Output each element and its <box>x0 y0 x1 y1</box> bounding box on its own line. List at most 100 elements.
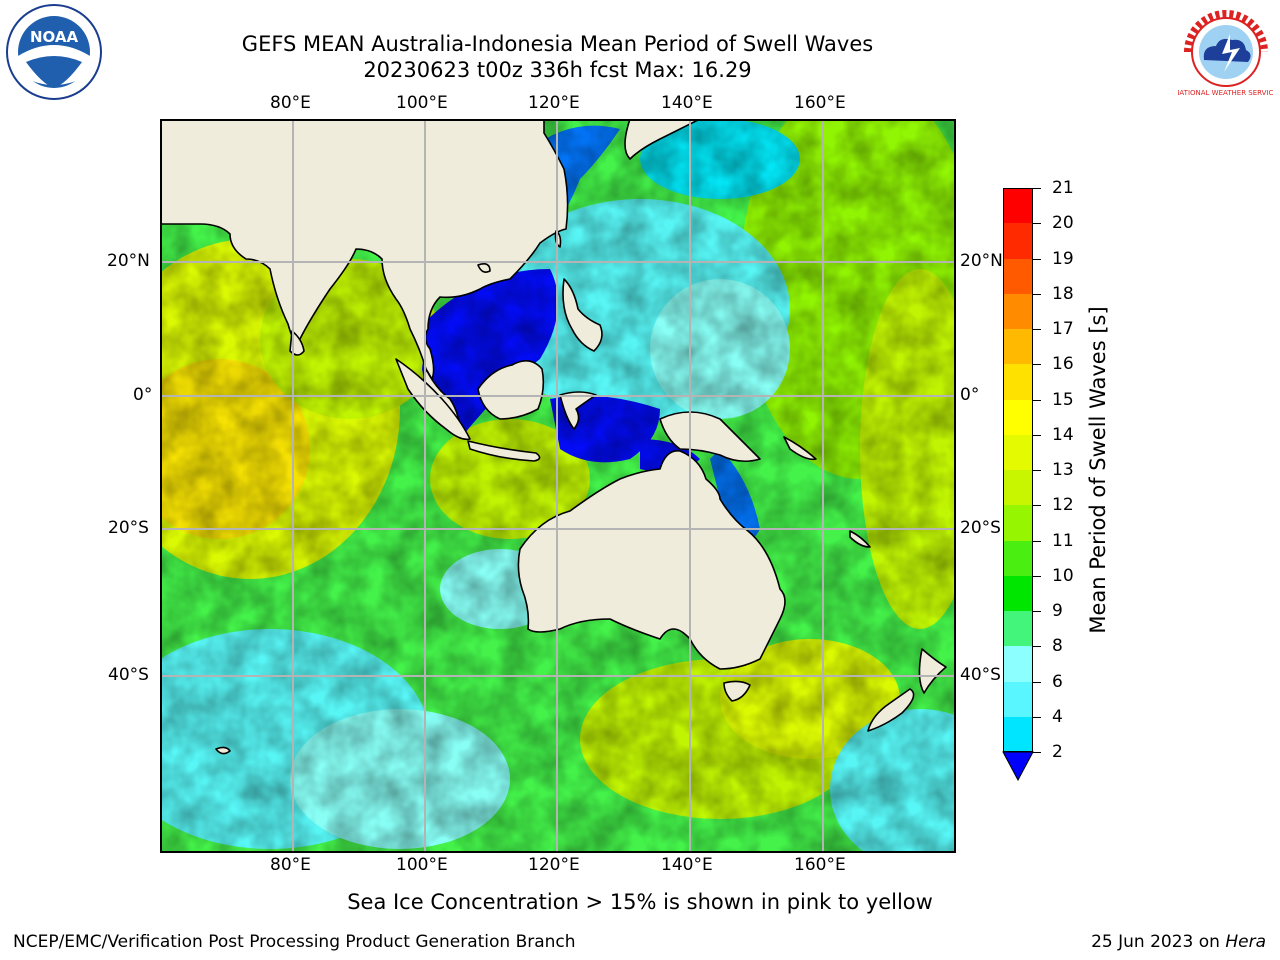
noaa-logo-text: NOAA <box>30 28 79 46</box>
footer-date-text: 25 Jun 2023 on <box>1091 932 1226 952</box>
colorbar-tick <box>1033 540 1041 542</box>
colorbar-segment <box>1003 505 1033 541</box>
land-philippines <box>562 278 603 352</box>
colorbar-tick <box>1033 646 1041 648</box>
land-hainan <box>477 263 491 273</box>
colorbar-tick-label: 2 <box>1052 742 1063 762</box>
lat-label-right-40s: 40°S <box>960 665 1001 685</box>
land-new-caledonia <box>849 530 871 548</box>
lat-label-left-20n: 20°N <box>107 251 150 271</box>
lon-label-top-140e: 140°E <box>661 93 713 113</box>
colorbar-segment <box>1003 188 1033 224</box>
colorbar-tick-label: 14 <box>1052 424 1074 445</box>
lon-label-bottom-120e: 120°E <box>528 855 580 875</box>
colorbar-tick <box>1033 752 1041 753</box>
colorbar-tick-label: 11 <box>1052 530 1074 551</box>
lon-label-top-80e: 80°E <box>270 93 311 113</box>
colorbar-segment <box>1003 646 1033 682</box>
colorbar-tick-label: 13 <box>1052 460 1074 480</box>
colorbar-segment <box>1003 434 1033 471</box>
lat-label-right-20s: 20°S <box>960 518 1001 538</box>
land-sulawesi <box>559 391 597 430</box>
colorbar <box>1003 188 1033 753</box>
colorbar-segment <box>1003 293 1033 330</box>
lon-label-bottom-160e: 160°E <box>794 855 846 875</box>
colorbar-tick-label: 15 <box>1052 389 1074 410</box>
noaa-logo: NOAA <box>6 4 102 100</box>
lat-label-left-20s: 20°S <box>108 518 149 538</box>
colorbar-tick-label: 19 <box>1052 248 1074 269</box>
colorbar-title: Mean Period of Swell Waves [s] <box>1086 306 1110 634</box>
colorbar-tick <box>1033 505 1041 507</box>
colorbar-tick-label: 6 <box>1052 671 1063 692</box>
colorbar-tick-label: 12 <box>1052 495 1074 516</box>
colorbar-tick-label: 9 <box>1052 601 1063 621</box>
colorbar-tick-label: 10 <box>1052 565 1074 586</box>
chart-title: GEFS MEAN Australia-Indonesia Mean Perio… <box>241 32 874 56</box>
colorbar-tick-label: 21 <box>1052 178 1074 198</box>
footer-date: 25 Jun 2023 on Hera <box>1091 932 1266 952</box>
land-borneo <box>477 360 545 420</box>
colorbar-segment <box>1003 575 1033 612</box>
colorbar-tick-label: 18 <box>1052 283 1074 304</box>
colorbar-tick <box>1033 258 1041 260</box>
colorbar-segment <box>1003 470 1033 506</box>
colorbar-segment <box>1003 681 1033 718</box>
lon-label-bottom-80e: 80°E <box>270 855 311 875</box>
colorbar-tick <box>1033 470 1041 471</box>
land-new-guinea <box>659 411 761 463</box>
colorbar-outline <box>1003 188 1033 752</box>
land-sumatra <box>395 358 471 441</box>
land-kerguelen <box>215 746 231 755</box>
lon-label-bottom-140e: 140°E <box>661 855 713 875</box>
sea-ice-note: Sea Ice Concentration > 15% is shown in … <box>347 890 933 914</box>
colorbar-tick <box>1033 329 1041 330</box>
colorbar-tick <box>1033 434 1041 436</box>
colorbar-tick <box>1033 364 1041 366</box>
colorbar-tick <box>1033 399 1041 401</box>
colorbar-segment <box>1003 364 1033 400</box>
land-solomon-islands <box>783 436 817 461</box>
colorbar-tick-label: 4 <box>1052 706 1063 727</box>
land-japan <box>624 119 701 160</box>
colorbar-tick-label: 8 <box>1052 636 1063 657</box>
colorbar-extend-arrow <box>1002 751 1034 781</box>
lon-label-bottom-100e: 100°E <box>396 855 448 875</box>
map-panel <box>160 119 954 851</box>
footer-org: NCEP/EMC/Verification Post Processing Pr… <box>13 932 576 952</box>
nws-logo: NATIONAL WEATHER SERVICE <box>1174 4 1278 100</box>
map-svg <box>160 119 954 851</box>
colorbar-segment <box>1003 716 1033 753</box>
colorbar-tick <box>1033 223 1041 225</box>
colorbar-segment <box>1003 223 1033 259</box>
lat-label-left-0: 0° <box>133 385 153 405</box>
colorbar-tick-label: 16 <box>1052 354 1074 375</box>
lat-label-right-0: 0° <box>960 385 980 405</box>
colorbar-segment <box>1003 329 1033 365</box>
colorbar-tick <box>1033 188 1041 189</box>
land-new-zealand-south <box>867 688 915 732</box>
colorbar-segment <box>1003 399 1033 436</box>
colorbar-tick <box>1033 575 1041 577</box>
footer-machine: Hera <box>1225 932 1266 952</box>
lon-label-top-120e: 120°E <box>528 93 580 113</box>
colorbar-segment <box>1003 258 1033 295</box>
colorbar-tick-label: 17 <box>1052 319 1074 339</box>
lon-label-top-100e: 100°E <box>396 93 448 113</box>
lat-label-right-20n: 20°N <box>960 251 1003 271</box>
land-asia <box>160 119 569 380</box>
lat-label-left-40s: 40°S <box>108 665 149 685</box>
nws-logo-text: NATIONAL WEATHER SERVICE <box>1178 89 1274 97</box>
land-tasmania <box>723 680 751 702</box>
colorbar-segment <box>1003 611 1033 647</box>
colorbar-tick-label: 20 <box>1052 213 1074 234</box>
lon-label-top-160e: 160°E <box>794 93 846 113</box>
land-java <box>467 440 541 462</box>
colorbar-tick <box>1033 611 1041 612</box>
colorbar-segment <box>1003 540 1033 577</box>
land <box>160 119 947 755</box>
gridlines <box>160 119 954 851</box>
chart-subtitle: 20230623 t00z 336h fcst Max: 16.29 <box>363 58 752 82</box>
colorbar-tick <box>1033 293 1041 295</box>
land-australia <box>517 450 786 670</box>
